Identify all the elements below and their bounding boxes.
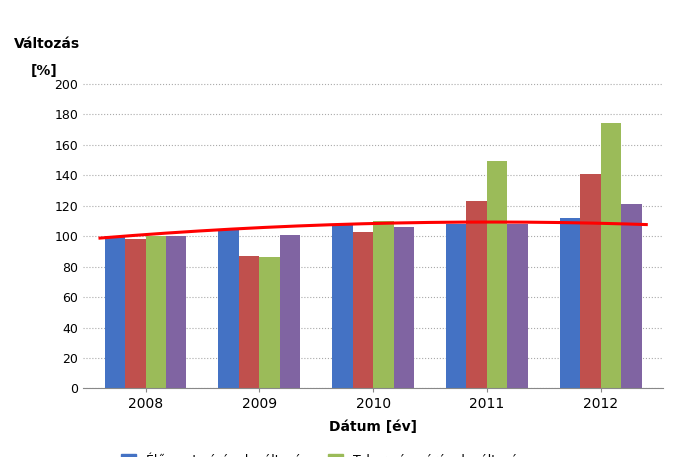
Bar <box>600 123 621 388</box>
Bar <box>373 221 394 388</box>
Bar <box>621 204 642 388</box>
Bar <box>507 224 528 388</box>
Bar <box>394 227 414 388</box>
Bar <box>166 236 187 388</box>
Bar <box>280 234 301 388</box>
Bar <box>487 161 507 388</box>
Bar <box>239 256 259 388</box>
X-axis label: Dátum [év]: Dátum [év] <box>329 420 417 434</box>
Bar <box>125 239 146 388</box>
Bar <box>580 174 600 388</box>
Bar <box>446 224 466 388</box>
Bar <box>352 232 373 388</box>
Text: [%]: [%] <box>31 64 58 78</box>
Text: Változás: Változás <box>14 37 80 51</box>
Bar <box>146 236 166 388</box>
Bar <box>259 257 280 388</box>
Bar <box>332 224 352 388</box>
Bar <box>218 230 239 388</box>
Bar <box>466 201 487 388</box>
Bar <box>104 236 125 388</box>
Bar <box>560 218 580 388</box>
Legend: Élő ponty árának változása, Gázolaj árának változása, Takarmány árának változása: Élő ponty árának változása, Gázolaj árán… <box>121 452 533 457</box>
